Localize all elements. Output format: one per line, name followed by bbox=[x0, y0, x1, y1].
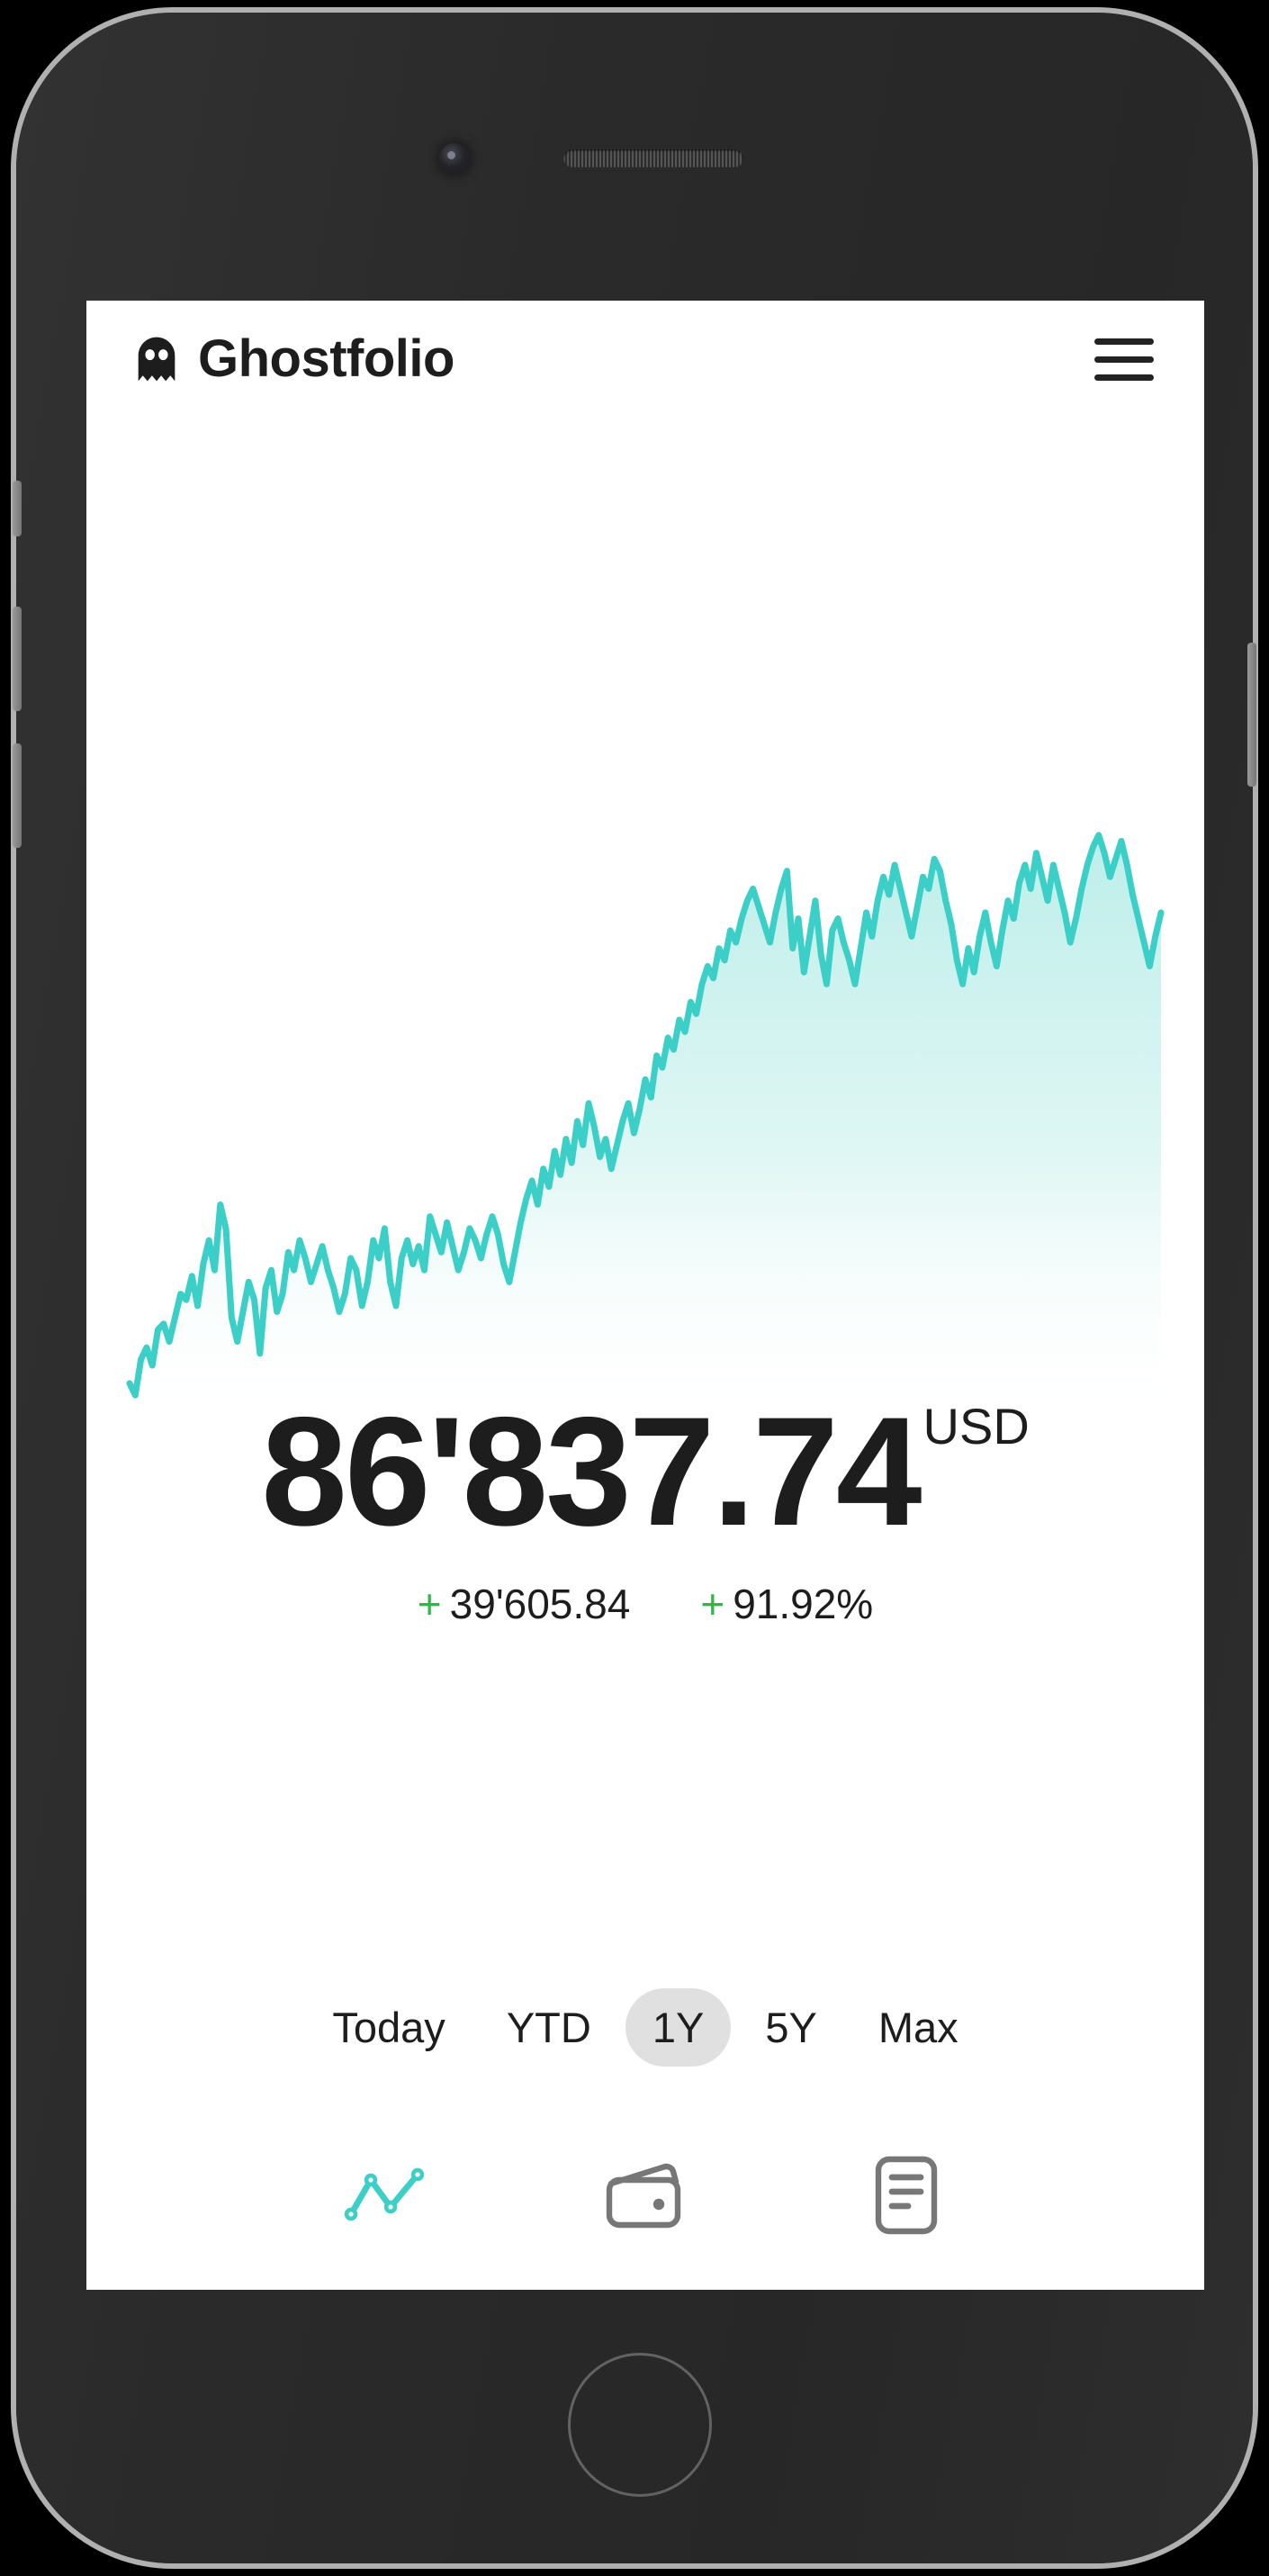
app-header: Ghostfolio bbox=[86, 301, 1204, 418]
performance-chart[interactable] bbox=[86, 805, 1204, 1417]
percent-change-sign: + bbox=[700, 1581, 725, 1627]
front-camera-icon bbox=[439, 143, 470, 174]
range-option-max[interactable]: Max bbox=[851, 1988, 986, 2067]
nav-item-transactions[interactable] bbox=[857, 2146, 956, 2245]
menu-bar-bottom bbox=[1094, 374, 1154, 381]
document-icon bbox=[872, 2154, 940, 2237]
nav-item-portfolio[interactable] bbox=[596, 2146, 695, 2245]
brand-name: Ghostfolio bbox=[198, 329, 454, 388]
portfolio-value: 86'837.74 bbox=[261, 1385, 922, 1558]
wallet-icon bbox=[602, 2159, 688, 2231]
nav-item-overview[interactable] bbox=[335, 2146, 434, 2245]
phone-screen: Ghostfolio bbox=[86, 301, 1204, 2290]
hamburger-menu-icon[interactable] bbox=[1085, 320, 1163, 398]
portfolio-change-row: +39'605.84 +91.92% bbox=[86, 1580, 1204, 1628]
volume-up-button[interactable] bbox=[13, 607, 22, 711]
line-chart-icon bbox=[342, 2166, 427, 2225]
portfolio-summary: 86'837.74 USD +39'605.84 +91.92% bbox=[86, 1394, 1204, 1628]
brand-logo-group[interactable]: Ghostfolio bbox=[133, 333, 454, 385]
currency-code: USD bbox=[922, 1398, 1030, 1455]
performance-chart-svg bbox=[126, 832, 1165, 1413]
portfolio-value-row: 86'837.74 USD bbox=[261, 1394, 1030, 1549]
menu-bar-middle bbox=[1094, 356, 1154, 363]
home-button[interactable] bbox=[568, 2353, 712, 2497]
menu-bar-top bbox=[1094, 338, 1154, 345]
absolute-change-value: 39'605.84 bbox=[449, 1581, 631, 1627]
earpiece-speaker bbox=[563, 149, 743, 167]
ghost-icon bbox=[133, 336, 180, 383]
range-option-today[interactable]: Today bbox=[305, 1988, 472, 2067]
absolute-change: +39'605.84 bbox=[418, 1580, 631, 1628]
range-option-5y[interactable]: 5Y bbox=[738, 1988, 844, 2067]
silent-switch-button[interactable] bbox=[13, 481, 22, 536]
volume-down-button[interactable] bbox=[13, 743, 22, 848]
bottom-navigation-bar bbox=[86, 2101, 1204, 2290]
chart-line bbox=[126, 832, 1165, 1399]
phone-device-frame: Ghostfolio bbox=[11, 7, 1258, 2569]
date-range-selector: Today YTD 1Y 5Y Max bbox=[86, 1988, 1204, 2067]
range-option-ytd[interactable]: YTD bbox=[480, 1988, 618, 2067]
range-option-1y[interactable]: 1Y bbox=[625, 1988, 732, 2067]
power-button[interactable] bbox=[1247, 643, 1256, 787]
absolute-change-sign: + bbox=[417, 1581, 442, 1627]
percent-change-value: 91.92% bbox=[733, 1581, 874, 1627]
percent-change: +91.92% bbox=[700, 1580, 873, 1628]
